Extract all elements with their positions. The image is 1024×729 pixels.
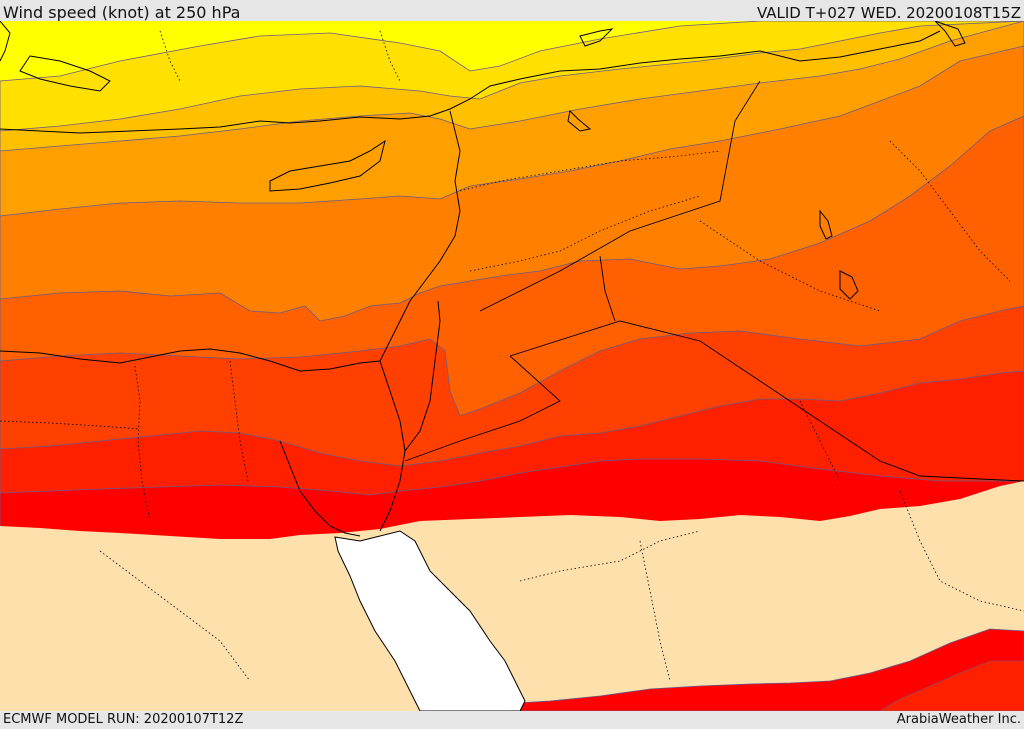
boundary-lines [404, 80, 1024, 482]
below-threshold-area [0, 481, 1024, 711]
red-sea-mask [334, 530, 526, 711]
country-borders [0, 30, 1024, 682]
coastlines [0, 21, 966, 537]
wind-speed-map [0, 21, 1024, 711]
header-bar: Wind speed (knot) at 250 hPa VALID T+027… [0, 0, 1024, 22]
valid-time: VALID T+027 WED. 20200108T15Z [756, 4, 1021, 22]
model-run: ECMWF MODEL RUN: 20200107T12Z [3, 712, 244, 727]
southern-jet-inner [879, 660, 1024, 711]
map-title: Wind speed (knot) at 250 hPa [3, 3, 241, 22]
footer-bar: ECMWF MODEL RUN: 20200107T12Z ArabiaWeat… [0, 711, 1024, 729]
credit: ArabiaWeather Inc. [896, 712, 1021, 727]
